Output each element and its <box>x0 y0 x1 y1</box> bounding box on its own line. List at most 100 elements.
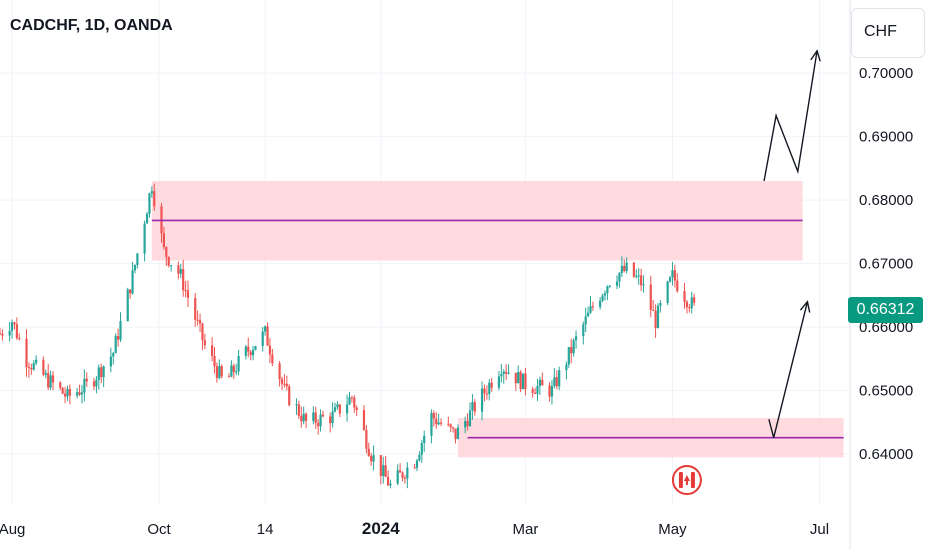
candle-body <box>49 375 52 388</box>
candle-body <box>329 416 332 424</box>
candle-body <box>505 371 508 374</box>
candle-body <box>211 345 214 357</box>
candle-body <box>382 465 385 476</box>
candle-body <box>399 470 402 473</box>
candle-body <box>319 414 322 427</box>
candle-body <box>502 371 505 375</box>
candle-body <box>601 295 604 301</box>
symbol-title[interactable]: CADCHF, 1D, OANDA <box>10 17 173 34</box>
candle-body <box>603 293 607 296</box>
candle-body <box>280 379 284 384</box>
candle-body <box>531 389 534 393</box>
currency-label: CHF <box>864 23 897 40</box>
candle-body <box>490 382 493 388</box>
candle-body <box>432 413 435 419</box>
candle-body <box>179 269 182 274</box>
price-tick-label: 0.70000 <box>859 65 913 82</box>
candle-body <box>350 397 353 399</box>
candle-body <box>100 367 103 378</box>
candle-body <box>63 393 67 397</box>
candle-body <box>447 423 450 425</box>
candle-body <box>587 312 590 317</box>
candle-body <box>268 345 272 355</box>
candle-body <box>131 270 134 294</box>
candle-body <box>386 476 390 486</box>
candle-body <box>370 455 373 462</box>
time-tick-label: Jul <box>810 521 829 538</box>
candle-body <box>95 379 98 387</box>
candle-body <box>466 421 469 427</box>
candle-body <box>533 392 537 394</box>
candle-body <box>295 404 298 406</box>
candle-body <box>403 477 407 479</box>
candle-body <box>66 388 69 397</box>
canada-flag-icon[interactable] <box>671 465 702 495</box>
candle-body <box>449 424 452 428</box>
candle-body <box>553 377 556 387</box>
currency-selector[interactable]: CHF <box>851 8 925 58</box>
candle-body <box>80 392 84 395</box>
candle-body <box>384 465 387 477</box>
projection-arrowhead <box>799 300 811 313</box>
candle-body <box>430 413 433 436</box>
candle-body <box>213 356 216 367</box>
candle-body <box>297 404 300 416</box>
candle-body <box>618 272 621 282</box>
candle-body <box>35 359 38 363</box>
event-markers[interactable] <box>671 465 702 495</box>
candle-body <box>126 289 129 322</box>
candle-body <box>167 257 170 266</box>
candle-body <box>302 413 305 422</box>
candle-body <box>42 359 45 375</box>
candle-body <box>13 322 16 325</box>
candle-body <box>673 270 676 281</box>
candle-body <box>249 351 252 356</box>
candle-body <box>47 373 50 388</box>
candle-body <box>227 376 231 378</box>
candle-body <box>671 270 674 278</box>
candle-body <box>454 428 457 439</box>
candle-body <box>338 404 341 414</box>
candle-body <box>136 253 139 265</box>
drawing-zones <box>151 181 844 458</box>
candle-body <box>439 422 443 424</box>
last-price-tag: 0.66312 <box>848 297 923 323</box>
candle-body <box>203 340 206 346</box>
price-tick-label: 0.68000 <box>859 192 913 209</box>
projection-arrowhead <box>810 49 821 62</box>
candle-body <box>413 467 416 469</box>
candle-body <box>215 366 219 378</box>
candle-body <box>148 193 151 214</box>
candle-body <box>0 333 2 335</box>
candle-body <box>468 410 472 427</box>
candle-body <box>235 371 238 373</box>
candle-body <box>418 454 421 461</box>
candle-body <box>558 370 561 387</box>
candle-body <box>230 365 233 377</box>
candle-body <box>15 324 18 339</box>
candle-body <box>652 309 655 311</box>
candle-body <box>565 364 568 371</box>
candle-body <box>541 379 544 386</box>
candle-body <box>32 362 35 370</box>
candle-body <box>606 286 609 294</box>
candle-body <box>591 306 595 308</box>
candle-body <box>44 373 47 375</box>
candle-body <box>85 378 88 382</box>
candle-body <box>184 290 187 292</box>
candle-body <box>18 338 21 340</box>
candle-body <box>420 443 423 455</box>
candle-body <box>112 353 115 357</box>
candle-body <box>194 298 197 320</box>
candle-body <box>254 346 257 350</box>
candle-body <box>514 372 517 384</box>
candle-body <box>177 265 180 274</box>
candle-body <box>51 375 55 383</box>
candle-body <box>314 412 317 424</box>
candle-body <box>232 365 235 373</box>
candle-body <box>150 191 153 194</box>
candle-body <box>264 326 267 332</box>
time-tick-label: 14 <box>257 521 274 538</box>
candle-body <box>162 233 165 248</box>
